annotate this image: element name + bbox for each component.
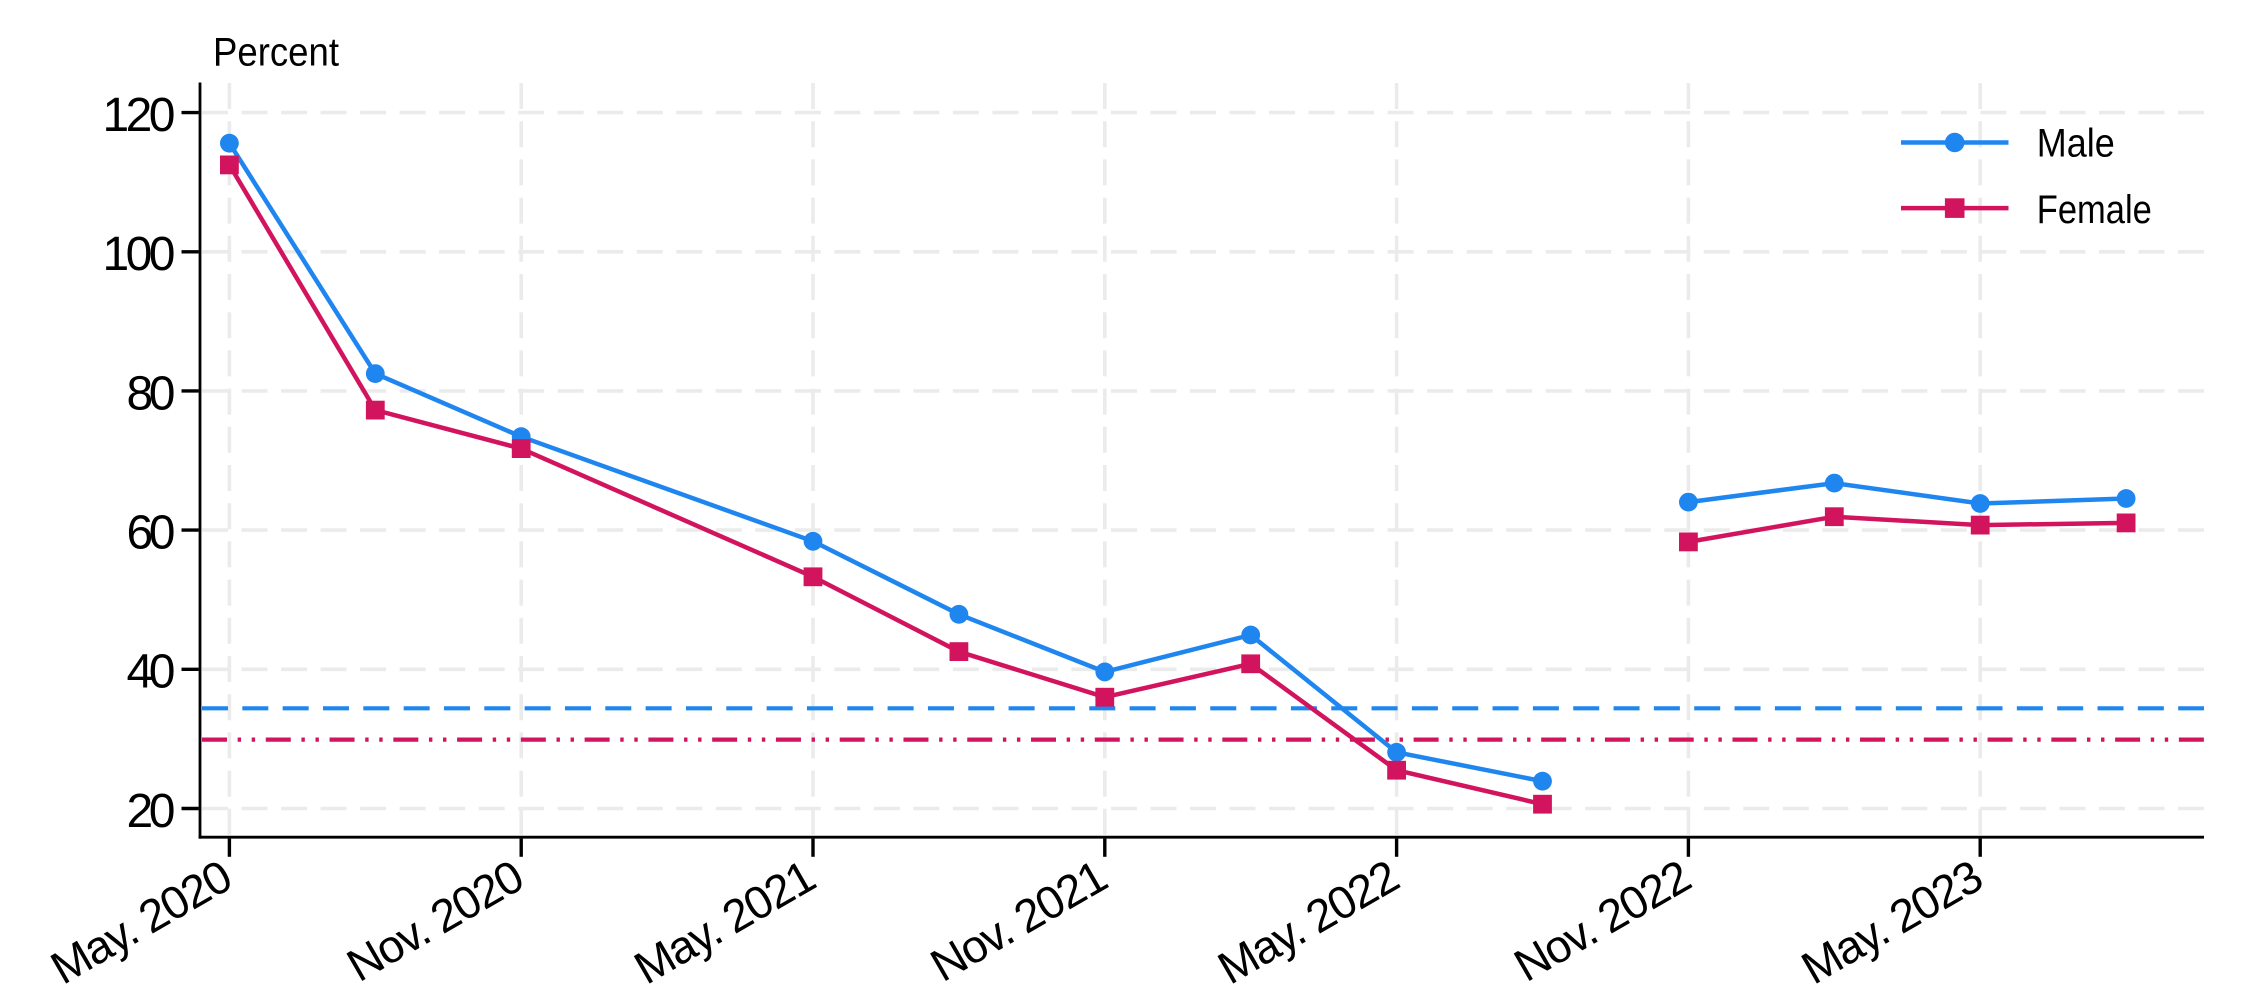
svg-text:80: 80: [127, 367, 176, 420]
svg-text:Percent: Percent: [213, 31, 339, 75]
svg-text:40: 40: [127, 646, 176, 699]
svg-text:60: 60: [127, 507, 176, 560]
svg-text:20: 20: [127, 785, 176, 838]
svg-text:Male: Male: [2037, 122, 2115, 166]
svg-text:120: 120: [103, 89, 176, 142]
svg-text:Female: Female: [2037, 188, 2152, 232]
svg-text:100: 100: [103, 228, 176, 281]
